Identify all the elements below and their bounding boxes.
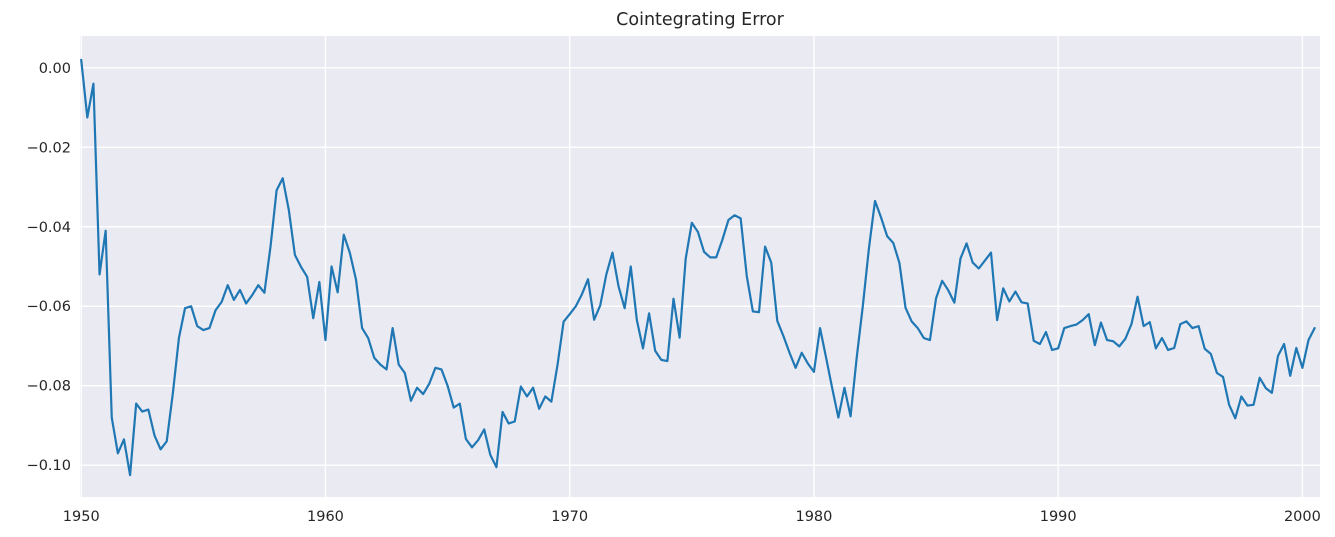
x-tick-label: 1990 [1040, 509, 1077, 525]
x-tick-label: 2000 [1284, 509, 1321, 525]
y-tick-label: −0.06 [27, 299, 71, 315]
y-tick-label: −0.08 [27, 379, 71, 395]
y-tick-label: −0.04 [27, 220, 71, 236]
x-tick-label: 1970 [551, 509, 588, 525]
y-tick-labels: 0.00 −0.02 −0.04 −0.06 −0.08 −0.10 [27, 61, 71, 474]
y-tick-label: 0.00 [39, 61, 71, 77]
chart-title: Cointegrating Error [616, 10, 784, 30]
grid-lines [80, 36, 1320, 497]
y-tick-label: −0.02 [27, 140, 71, 156]
x-tick-label: 1980 [795, 509, 832, 525]
plot-area [80, 36, 1320, 497]
series-line [80, 58, 1316, 477]
x-tick-label: 1960 [307, 509, 344, 525]
x-tick-labels: 1950 1960 1970 1980 1990 2000 [63, 509, 1321, 525]
x-tick-label: 1950 [63, 509, 100, 525]
y-tick-label: −0.10 [27, 458, 71, 474]
